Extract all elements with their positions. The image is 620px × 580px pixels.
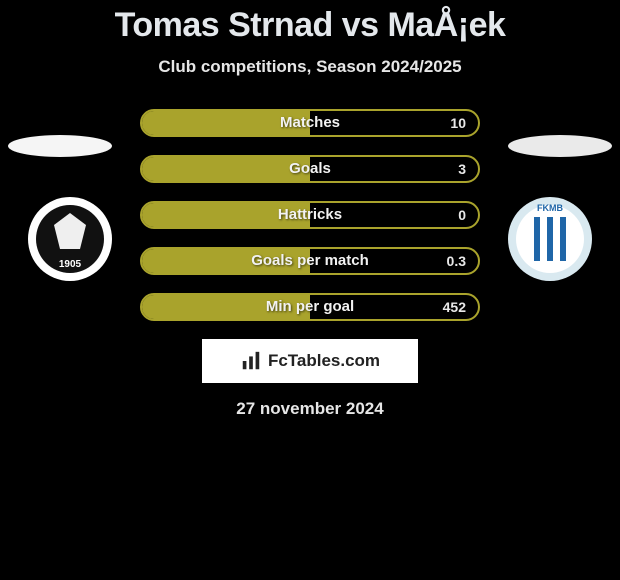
svg-text:1905: 1905 [59, 259, 82, 270]
stat-bar: Hattricks0 [140, 201, 480, 229]
stat-label: Matches [142, 111, 478, 135]
page-title: Tomas Strnad vs MaÅ¡ek [0, 0, 620, 45]
stat-label: Hattricks [142, 203, 478, 227]
team-badge-right: FKMB [500, 189, 600, 289]
stat-value: 3 [458, 157, 466, 181]
stat-bar: Matches10 [140, 109, 480, 137]
stat-value: 10 [450, 111, 466, 135]
stat-label: Min per goal [142, 295, 478, 319]
svg-text:FKMB: FKMB [537, 203, 563, 213]
comparison-panel: 1905 FKMB Matches10 Goals3 Hattricks0 Goals… [0, 109, 620, 419]
chart-icon [240, 350, 262, 372]
date-text: 27 november 2024 [0, 399, 620, 419]
stat-value: 0 [458, 203, 466, 227]
source-logo-text: FcTables.com [268, 351, 380, 371]
source-logo-box: FcTables.com [202, 339, 418, 383]
team-badge-left: 1905 [20, 189, 120, 289]
team-badge-right-svg: FKMB [500, 189, 600, 289]
player-halo-left [8, 135, 112, 157]
stat-bar: Goals3 [140, 155, 480, 183]
stat-value: 0.3 [447, 249, 466, 273]
player-halo-right [508, 135, 612, 157]
stat-label: Goals [142, 157, 478, 181]
stat-value: 452 [443, 295, 466, 319]
team-badge-left-svg: 1905 [20, 189, 120, 289]
stat-bar: Min per goal452 [140, 293, 480, 321]
stat-bar: Goals per match0.3 [140, 247, 480, 275]
stat-bars: Matches10 Goals3 Hattricks0 Goals per match… [140, 109, 480, 321]
subtitle: Club competitions, Season 2024/2025 [0, 57, 620, 77]
stat-label: Goals per match [142, 249, 478, 273]
